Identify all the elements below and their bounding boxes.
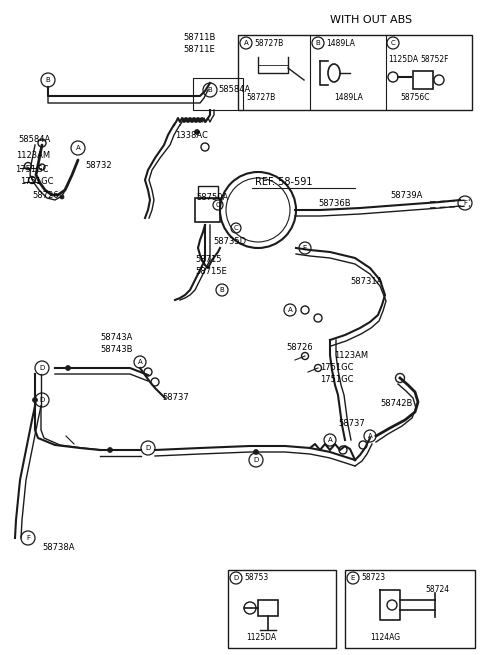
- Text: 58731A: 58731A: [350, 278, 383, 286]
- Text: E: E: [351, 575, 355, 581]
- Text: F: F: [463, 200, 467, 206]
- Circle shape: [65, 365, 71, 371]
- Text: A: A: [76, 145, 80, 151]
- Circle shape: [33, 398, 37, 403]
- Text: 58584A: 58584A: [18, 136, 50, 145]
- Text: 58727B: 58727B: [254, 39, 283, 48]
- Text: 58756C: 58756C: [400, 92, 430, 102]
- Text: A: A: [138, 359, 143, 365]
- Text: C: C: [234, 225, 239, 231]
- Bar: [413, 71, 433, 89]
- Text: 58750A: 58750A: [196, 193, 228, 202]
- Bar: [228, 570, 336, 648]
- Bar: [193, 78, 243, 110]
- Text: 58743B: 58743B: [100, 345, 132, 354]
- Text: REF. 58-591: REF. 58-591: [255, 177, 312, 187]
- Bar: [238, 35, 472, 110]
- Bar: [258, 600, 278, 616]
- Text: A: A: [288, 307, 292, 313]
- Text: 58726: 58726: [286, 343, 312, 352]
- Text: 1751GC: 1751GC: [15, 166, 48, 174]
- Text: 58732: 58732: [85, 160, 112, 170]
- Text: A: A: [328, 437, 332, 443]
- Circle shape: [194, 130, 200, 134]
- Text: 58739A: 58739A: [390, 191, 422, 200]
- Text: 58711E: 58711E: [183, 45, 215, 54]
- Text: 1489LA: 1489LA: [334, 92, 363, 102]
- Text: 1123AM: 1123AM: [16, 151, 50, 160]
- Text: 58726: 58726: [32, 191, 59, 200]
- Text: A: A: [368, 433, 372, 439]
- Bar: [345, 570, 475, 648]
- Text: 1751GC: 1751GC: [320, 375, 353, 384]
- Text: 58737: 58737: [162, 394, 189, 403]
- Bar: [198, 186, 218, 198]
- Text: 58752F: 58752F: [420, 54, 448, 64]
- Text: 1125DA: 1125DA: [388, 54, 418, 64]
- Text: 58742B: 58742B: [380, 400, 412, 409]
- Text: D: D: [39, 397, 45, 403]
- Text: D: D: [253, 457, 259, 463]
- Text: 1125DA: 1125DA: [246, 633, 276, 643]
- Text: WITH OUT ABS: WITH OUT ABS: [330, 15, 412, 25]
- Text: 58727B: 58727B: [246, 92, 275, 102]
- Text: D: D: [39, 365, 45, 371]
- Text: 58715E: 58715E: [195, 267, 227, 276]
- Text: 1751GC: 1751GC: [20, 178, 53, 187]
- Text: 58753: 58753: [244, 574, 268, 582]
- Text: 1124AG: 1124AG: [370, 633, 400, 643]
- Text: 1123AM: 1123AM: [334, 352, 368, 360]
- Text: 1338AC: 1338AC: [175, 132, 208, 141]
- Text: 58737: 58737: [338, 419, 365, 428]
- Text: 58711B: 58711B: [183, 33, 216, 43]
- Text: A: A: [244, 40, 248, 46]
- Text: C: C: [216, 202, 220, 208]
- Text: 1751GC: 1751GC: [320, 364, 353, 373]
- Text: D: D: [233, 575, 239, 581]
- Text: 58715: 58715: [195, 255, 221, 265]
- Text: 58724: 58724: [425, 586, 449, 595]
- Text: 58738A: 58738A: [42, 544, 74, 553]
- Circle shape: [60, 195, 64, 199]
- Circle shape: [108, 447, 112, 453]
- Text: E: E: [303, 245, 307, 251]
- Text: 58584A: 58584A: [218, 86, 250, 94]
- Text: B: B: [220, 287, 224, 293]
- Bar: [195, 198, 220, 222]
- Text: F: F: [26, 535, 30, 541]
- Text: 58736B: 58736B: [318, 200, 350, 208]
- Text: 1489LA: 1489LA: [326, 39, 355, 48]
- Text: B: B: [316, 40, 320, 46]
- Text: 58735D: 58735D: [213, 238, 246, 246]
- Text: C: C: [391, 40, 396, 46]
- Text: B: B: [46, 77, 50, 83]
- Text: 58743A: 58743A: [100, 333, 132, 343]
- Text: D: D: [145, 445, 151, 451]
- Circle shape: [253, 449, 259, 455]
- Text: B: B: [208, 87, 212, 93]
- Text: 58723: 58723: [361, 574, 385, 582]
